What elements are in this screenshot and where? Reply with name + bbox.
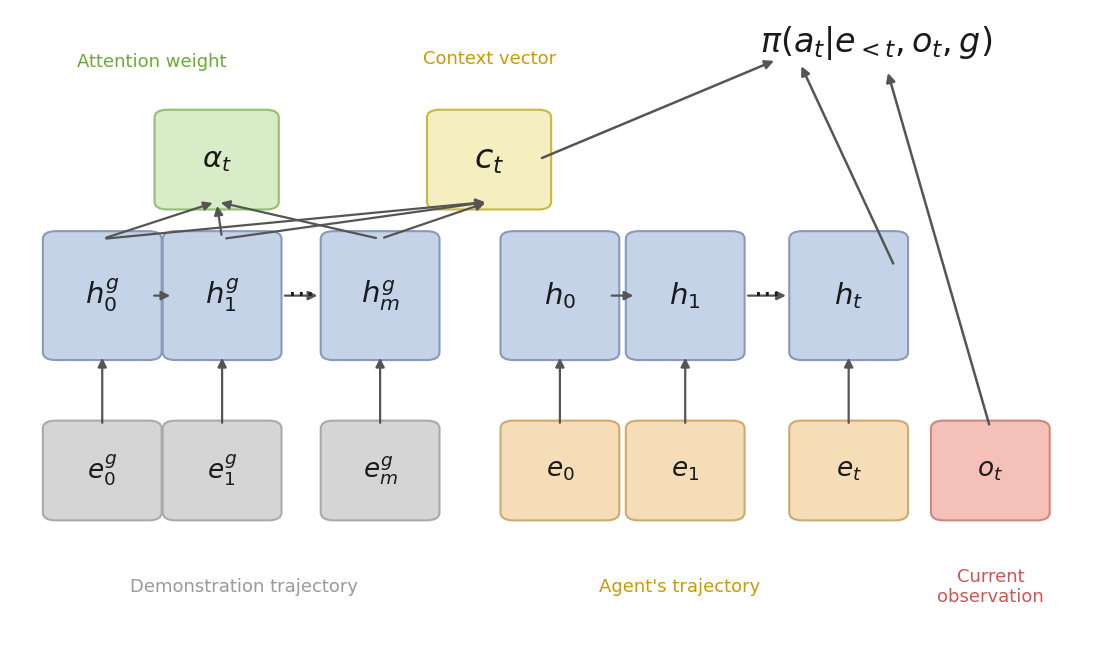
Text: $e_m^g$: $e_m^g$ — [362, 454, 397, 487]
FancyBboxPatch shape — [626, 420, 744, 520]
FancyBboxPatch shape — [789, 420, 908, 520]
Text: $h_m^g$: $h_m^g$ — [360, 278, 400, 313]
Text: $e_1$: $e_1$ — [671, 458, 699, 483]
Text: Current
observation: Current observation — [937, 567, 1044, 606]
Text: ···: ··· — [288, 281, 314, 310]
FancyBboxPatch shape — [931, 420, 1050, 520]
Text: $e_1^g$: $e_1^g$ — [206, 453, 237, 489]
Text: $h_1$: $h_1$ — [670, 280, 701, 311]
Text: Context vector: Context vector — [423, 51, 556, 68]
FancyBboxPatch shape — [427, 110, 551, 209]
Text: Demonstration trajectory: Demonstration trajectory — [130, 578, 358, 596]
FancyBboxPatch shape — [163, 231, 281, 360]
Text: $\pi(a_t|e_{<t}, o_t, g)$: $\pi(a_t|e_{<t}, o_t, g)$ — [760, 24, 993, 62]
FancyBboxPatch shape — [626, 231, 744, 360]
Text: $h_1^g$: $h_1^g$ — [204, 277, 239, 314]
FancyBboxPatch shape — [43, 231, 161, 360]
Text: ···: ··· — [753, 281, 781, 310]
FancyBboxPatch shape — [321, 231, 439, 360]
FancyBboxPatch shape — [789, 231, 908, 360]
Text: Attention weight: Attention weight — [77, 53, 226, 72]
Text: $\alpha_t$: $\alpha_t$ — [202, 146, 232, 174]
FancyBboxPatch shape — [501, 231, 619, 360]
Text: $h_0$: $h_0$ — [544, 280, 576, 311]
FancyBboxPatch shape — [155, 110, 279, 209]
Text: $h_t$: $h_t$ — [834, 280, 863, 311]
Text: $h_0^g$: $h_0^g$ — [85, 277, 120, 314]
FancyBboxPatch shape — [43, 420, 161, 520]
Text: $o_t$: $o_t$ — [977, 458, 1004, 483]
FancyBboxPatch shape — [163, 420, 281, 520]
Text: Agent's trajectory: Agent's trajectory — [600, 578, 761, 596]
FancyBboxPatch shape — [501, 420, 619, 520]
Text: $e_0$: $e_0$ — [546, 458, 574, 483]
Text: $c_t$: $c_t$ — [474, 144, 504, 176]
Text: $e_0^g$: $e_0^g$ — [87, 453, 117, 489]
FancyBboxPatch shape — [321, 420, 439, 520]
Text: $e_t$: $e_t$ — [836, 458, 862, 483]
